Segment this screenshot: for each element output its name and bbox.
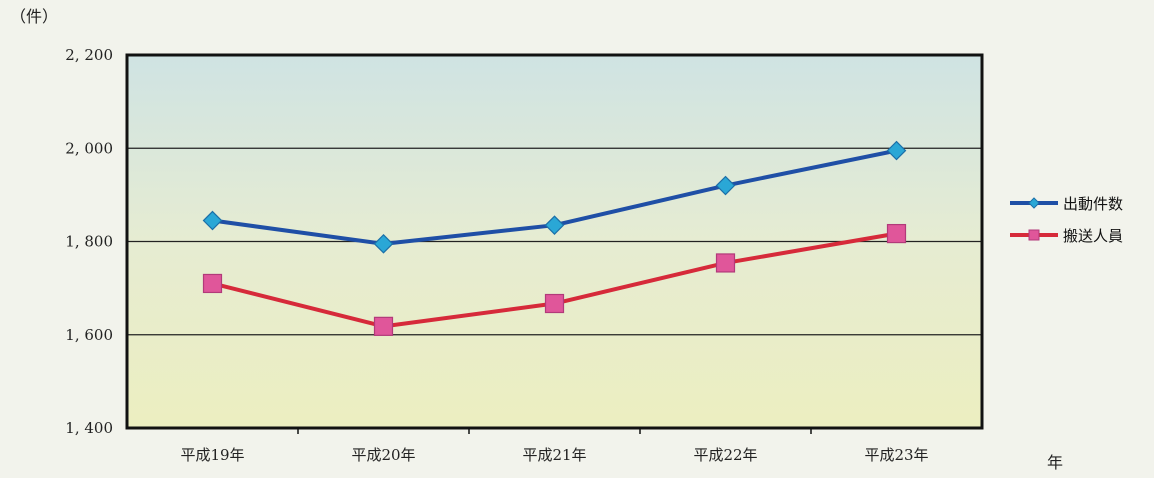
y-tick-label: 1, 600: [65, 326, 113, 344]
y-tick-label: 2, 200: [65, 46, 113, 64]
x-tick-label: 平成23年: [864, 446, 928, 464]
data-point-series-2: [202, 273, 223, 294]
y-tick-label: 1, 800: [65, 233, 113, 251]
x-tick-label: 平成20年: [351, 446, 415, 464]
data-point-series-2: [373, 316, 394, 336]
data-point-series-1: [715, 175, 736, 196]
data-point-series-2: [715, 253, 736, 273]
data-point-series-2: [544, 293, 565, 314]
legend-marker-diamond: [1028, 197, 1040, 209]
x-tick-label: 平成22年: [693, 446, 757, 464]
data-point-series-1: [202, 210, 223, 231]
y-tick-label: 1, 400: [65, 419, 113, 437]
legend-label-1: 出動件数: [1063, 195, 1123, 213]
x-tick-label: 平成19年: [180, 446, 244, 464]
data-point-series-1: [373, 233, 394, 254]
legend-marker-square: [1028, 229, 1040, 241]
data-point-series-1: [544, 215, 565, 236]
x-tick-label: 平成21年: [522, 446, 586, 464]
data-point-series-1: [886, 140, 907, 161]
y-tick-label: 2, 000: [65, 139, 113, 157]
plot-frame: [125, 53, 984, 430]
x-unit-label: 年: [1047, 453, 1063, 472]
y-unit-label: （件）: [10, 7, 58, 26]
data-point-series-2: [886, 223, 907, 244]
legend-label-2: 搬送人員: [1063, 227, 1123, 245]
